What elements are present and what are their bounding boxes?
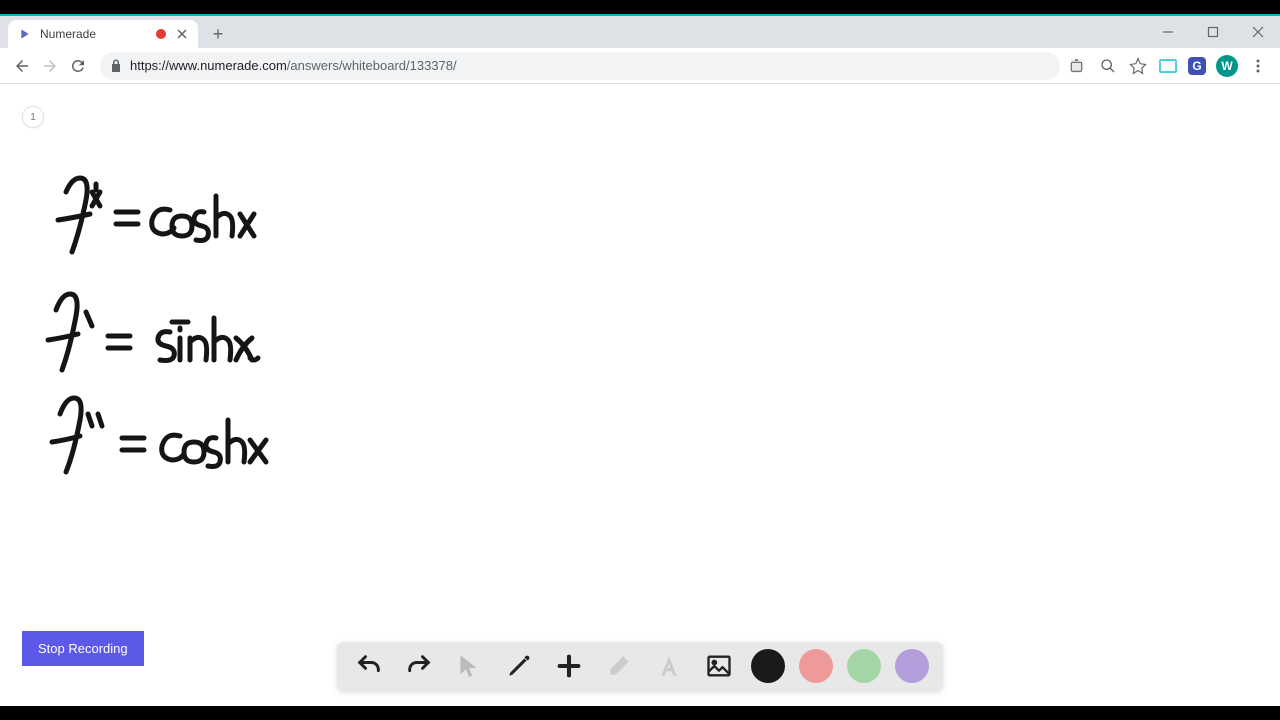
text-tool-button[interactable] [651,648,687,684]
reload-button[interactable] [64,52,92,80]
star-bookmark-icon[interactable] [1128,56,1148,76]
stop-recording-button[interactable]: Stop Recording [22,631,144,666]
undo-button[interactable] [351,648,387,684]
pen-tool-button[interactable] [501,648,537,684]
search-in-page-icon[interactable] [1098,56,1118,76]
tab-close-button[interactable] [174,26,190,42]
redo-button[interactable] [401,648,437,684]
recording-indicator-icon [156,29,166,39]
color-purple-swatch[interactable] [895,649,929,683]
translate-icon[interactable] [1068,56,1088,76]
page-content: 1 [0,84,1280,708]
browser-toolbar: https://www.numerade.com/answers/whitebo… [0,48,1280,84]
maximize-button[interactable] [1190,16,1235,48]
stop-recording-label: Stop Recording [38,641,128,656]
url-path: /answers/whiteboard/133378/ [287,58,457,73]
select-tool-button[interactable] [451,648,487,684]
toolbar-right-icons: G W [1068,55,1272,77]
browser-tab[interactable]: Numerade [8,20,198,48]
eraser-tool-button[interactable] [601,648,637,684]
favicon-icon [16,26,32,42]
back-button[interactable] [8,52,36,80]
letterbox-top [0,0,1280,14]
forward-button[interactable] [36,52,64,80]
color-green-swatch[interactable] [847,649,881,683]
whiteboard-toolbar [337,642,943,690]
screen-share-icon[interactable] [1158,56,1178,76]
add-button[interactable] [551,648,587,684]
letterbox-bottom [0,706,1280,720]
color-black-swatch[interactable] [751,649,785,683]
extension-g-icon[interactable]: G [1188,57,1206,75]
browser-chrome: Numerade + [0,16,1280,84]
profile-avatar[interactable]: W [1216,55,1238,77]
avatar-letter: W [1221,59,1232,73]
url-host: https://www.numerade.com [130,58,287,73]
address-bar[interactable]: https://www.numerade.com/answers/whitebo… [100,52,1060,80]
tab-strip: Numerade + [0,16,1280,48]
lock-icon [110,59,122,73]
new-tab-button[interactable]: + [204,20,232,48]
tab-title: Numerade [40,27,156,41]
whiteboard-canvas[interactable] [0,84,1280,708]
close-window-button[interactable] [1235,16,1280,48]
minimize-button[interactable] [1145,16,1190,48]
image-tool-button[interactable] [701,648,737,684]
menu-icon[interactable] [1248,56,1268,76]
color-pink-swatch[interactable] [799,649,833,683]
window-controls [1145,16,1280,48]
